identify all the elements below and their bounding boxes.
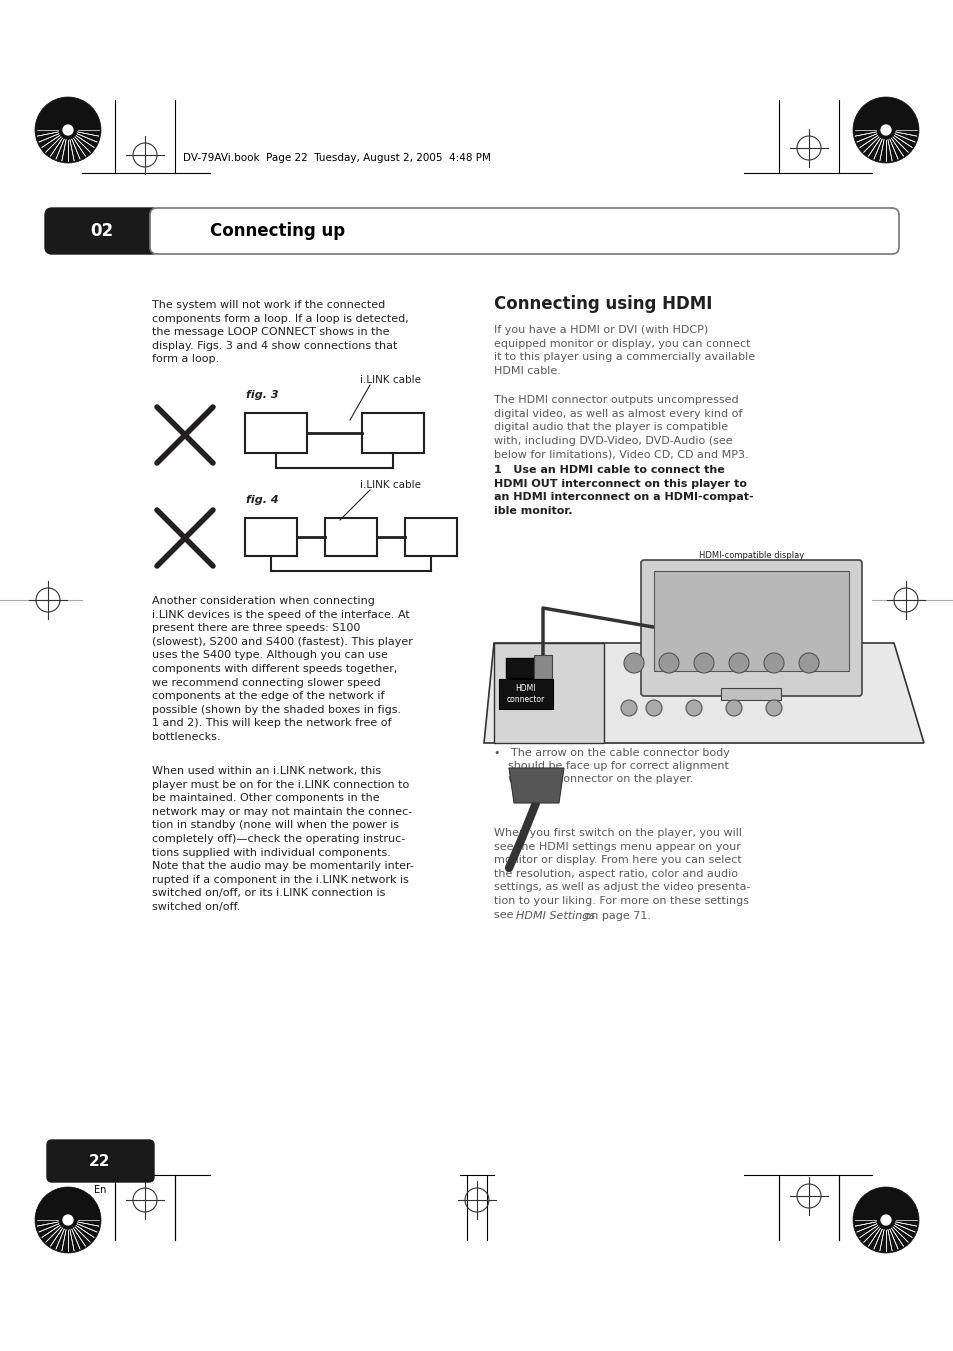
Circle shape	[623, 653, 643, 673]
Text: i.LINK cable: i.LINK cable	[359, 376, 420, 385]
Circle shape	[852, 1188, 918, 1252]
FancyBboxPatch shape	[640, 561, 862, 696]
Circle shape	[728, 653, 748, 673]
Bar	[654, 571, 848, 671]
Circle shape	[63, 126, 72, 135]
Text: When you first switch on the player, you will
see the HDMI settings menu appear : When you first switch on the player, you…	[494, 828, 750, 920]
Text: Connecting up: Connecting up	[210, 222, 345, 240]
Text: Another consideration when connecting
i.LINK devices is the speed of the interfa: Another consideration when connecting i.…	[152, 596, 413, 742]
Circle shape	[693, 653, 713, 673]
Circle shape	[881, 1215, 890, 1225]
Text: The system will not work if the connected
components form a loop. If a loop is d: The system will not work if the connecte…	[152, 300, 408, 365]
Bar	[325, 517, 376, 557]
Text: 22: 22	[90, 1154, 111, 1169]
Text: En: En	[93, 1185, 106, 1196]
Text: i.LINK cable: i.LINK cable	[359, 480, 420, 490]
Bar	[405, 517, 456, 557]
Bar	[505, 658, 534, 678]
Circle shape	[763, 653, 783, 673]
Text: DV-79AVi.book  Page 22  Tuesday, August 2, 2005  4:48 PM: DV-79AVi.book Page 22 Tuesday, August 2,…	[183, 153, 491, 163]
Circle shape	[620, 700, 637, 716]
Circle shape	[725, 700, 741, 716]
Text: •   The arrow on the cable connector body: • The arrow on the cable connector body	[494, 748, 729, 758]
Text: 1   Use an HDMI cable to connect the
HDMI OUT interconnect on this player to
an : 1 Use an HDMI cable to connect the HDMI …	[494, 465, 753, 516]
Text: The HDMI connector outputs uncompressed
digital video, as well as almost every k: The HDMI connector outputs uncompressed …	[494, 394, 748, 459]
Text: HDMI Settings: HDMI Settings	[516, 911, 595, 921]
Circle shape	[35, 97, 101, 163]
Bar	[245, 517, 296, 557]
Circle shape	[645, 700, 661, 716]
FancyBboxPatch shape	[45, 208, 159, 254]
Text: with the connector on the player.: with the connector on the player.	[494, 774, 693, 784]
Circle shape	[35, 1188, 101, 1252]
Circle shape	[799, 653, 818, 673]
Polygon shape	[483, 643, 923, 743]
Bar	[361, 413, 423, 453]
Circle shape	[852, 97, 918, 163]
Text: 02: 02	[91, 222, 113, 240]
FancyBboxPatch shape	[150, 208, 898, 254]
Circle shape	[659, 653, 679, 673]
FancyBboxPatch shape	[498, 680, 553, 709]
Text: should be face up for correct alignment: should be face up for correct alignment	[494, 761, 728, 771]
Text: When used within an i.LINK network, this
player must be on for the i.LINK connec: When used within an i.LINK network, this…	[152, 766, 414, 912]
Circle shape	[765, 700, 781, 716]
Bar	[245, 413, 307, 453]
Bar	[720, 688, 781, 700]
Text: HDMI-compatible display: HDMI-compatible display	[699, 551, 803, 561]
Bar	[494, 643, 603, 743]
Circle shape	[63, 1215, 72, 1225]
Text: fig. 4: fig. 4	[246, 494, 278, 505]
Circle shape	[685, 700, 701, 716]
Text: fig. 3: fig. 3	[246, 390, 278, 400]
Circle shape	[881, 126, 890, 135]
Text: If you have a HDMI or DVI (with HDCP)
equipped monitor or display, you can conne: If you have a HDMI or DVI (with HDCP) eq…	[494, 326, 755, 376]
Text: HDMI
connector: HDMI connector	[506, 684, 544, 704]
Bar	[534, 655, 552, 681]
Text: on page 71.: on page 71.	[580, 911, 650, 921]
FancyBboxPatch shape	[47, 1140, 153, 1182]
Polygon shape	[509, 767, 563, 802]
Text: Connecting using HDMI: Connecting using HDMI	[494, 295, 712, 313]
